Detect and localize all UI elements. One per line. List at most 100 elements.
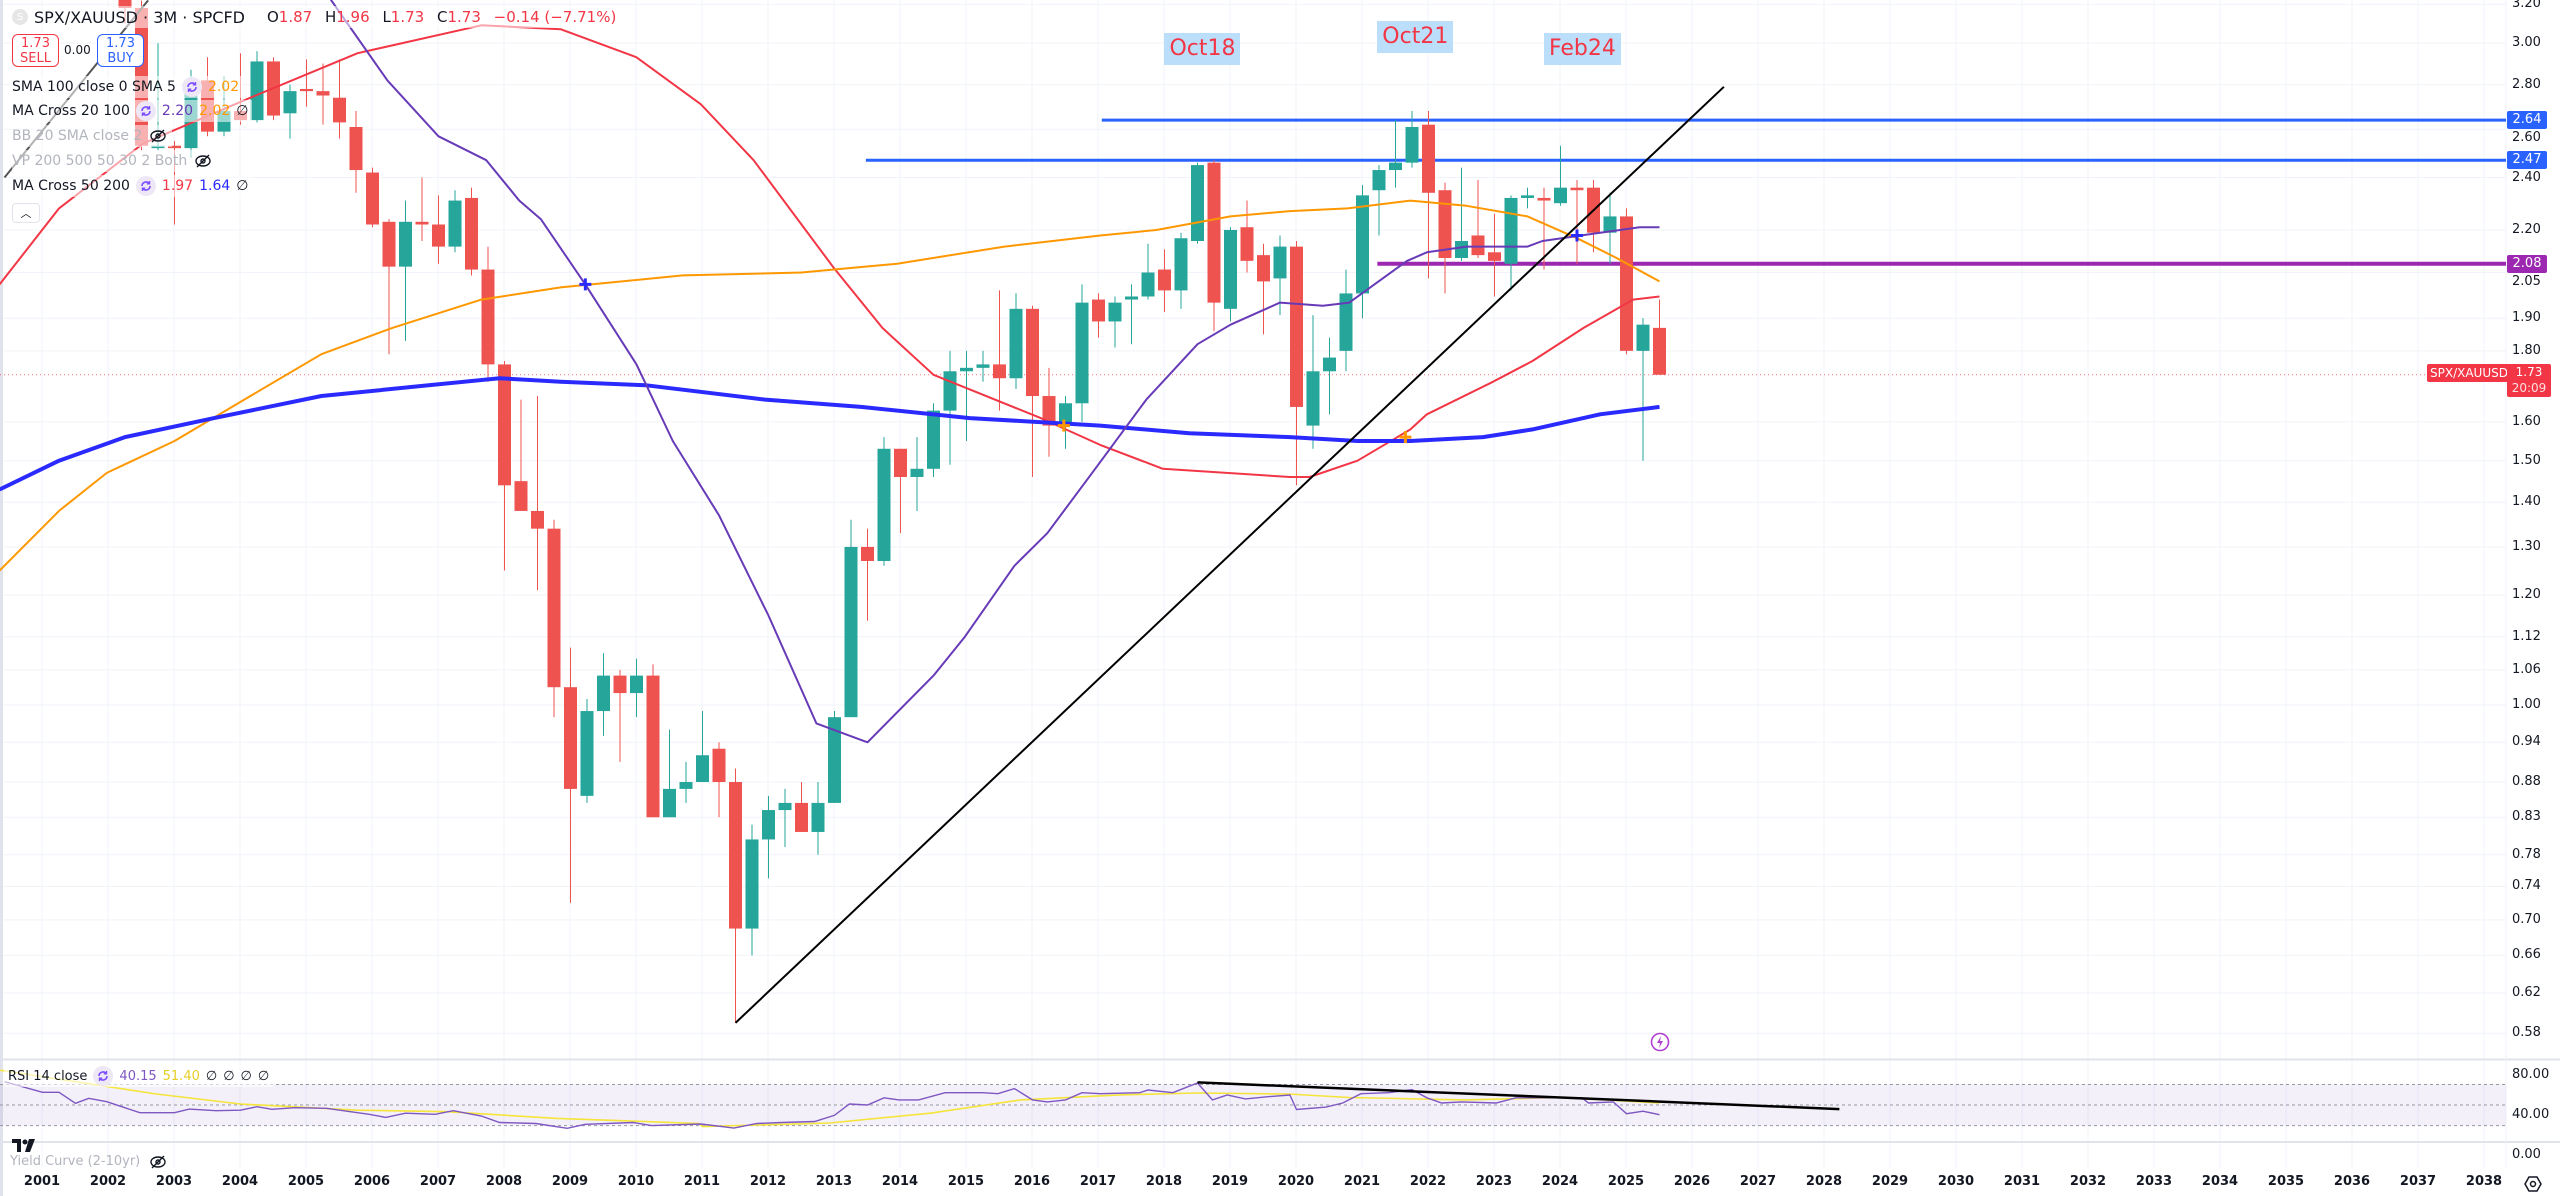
candle-body [960, 367, 973, 372]
symbol-title[interactable]: SPX/XAUUSD · 3M · SPCFD [34, 7, 245, 27]
time-axis-tick: 2029 [1871, 1174, 1909, 1189]
time-axis-tick: 2008 [485, 1174, 523, 1189]
candle-body [580, 711, 594, 796]
candle-body [1323, 357, 1336, 372]
candle-body [1125, 296, 1138, 300]
time-axis-tick: 2035 [2267, 1174, 2305, 1189]
price-axis-tick: 2.80 [2512, 76, 2541, 92]
sell-button[interactable]: 1.73 SELL [12, 34, 59, 67]
time-axis-tick: 2038 [2465, 1174, 2503, 1189]
candle-body [564, 687, 577, 789]
time-axis-tick: 2036 [2333, 1174, 2371, 1189]
eye-off-icon[interactable] [148, 128, 168, 144]
symbol-logo-icon: S [12, 9, 28, 25]
candle-body [877, 448, 891, 561]
candle-body [1042, 396, 1056, 426]
time-axis-tick: 2027 [1739, 1174, 1777, 1189]
candle-body [1537, 197, 1551, 201]
indicator-name: VP 200 500 50 30 2 Both [12, 153, 188, 169]
rsi-extra-value: ∅ [240, 1068, 252, 1084]
text-annotation[interactable]: Feb24 [1543, 33, 1621, 66]
candle-body [1405, 126, 1419, 163]
chevron-up-icon: ︿ [20, 207, 32, 220]
time-axis-tick: 2023 [1475, 1174, 1513, 1189]
cross-marker [579, 278, 592, 291]
text-annotation[interactable]: Oct18 [1164, 33, 1241, 66]
left-edge [0, 0, 3, 1196]
time-axis-tick: 2014 [881, 1174, 919, 1189]
time-axis-tick: 2006 [353, 1174, 391, 1189]
candle-body [597, 675, 610, 712]
candle-body [349, 126, 363, 171]
close-label: C [436, 8, 448, 26]
text-annotation[interactable]: Oct21 [1377, 21, 1454, 54]
price-axis-tick: 1.90 [2512, 310, 2541, 326]
candle-body [1570, 187, 1584, 191]
indicator-legend-row[interactable]: SMA 100 close 0 SMA 5 2.02 [12, 76, 244, 98]
change-value: −0.14 (−7.71%) [493, 8, 617, 26]
rsi-legend[interactable]: RSI 14 close 40.15 51.40 ∅ ∅ ∅ ∅ [4, 1065, 274, 1087]
yield-axis-tick: 0.00 [2512, 1147, 2541, 1162]
eye-off-icon[interactable] [193, 153, 213, 169]
indicator-legend-row[interactable]: MA Cross 50 200 1.97 1.64 ∅ [12, 175, 253, 197]
price-axis-tick: 0.94 [2512, 734, 2541, 750]
price-axis-tick: 2.40 [2512, 170, 2541, 186]
cycle-icon[interactable] [181, 77, 202, 97]
candle-body [861, 546, 874, 561]
cycle-icon[interactable] [135, 101, 156, 121]
price-axis-tick: 0.58 [2512, 1025, 2541, 1041]
indicator-legend-row[interactable]: MA Cross 20 100 2.20 2.02 ∅ [12, 100, 253, 122]
candle-body [745, 839, 759, 929]
price-axis-tick: 1.06 [2512, 661, 2541, 677]
candle-body [250, 61, 264, 121]
yield-curve-legend[interactable]: Yield Curve (2-10yr) [10, 1154, 168, 1170]
candle-body [679, 782, 693, 789]
candle-body [547, 528, 561, 688]
price-axis-tick: 0.62 [2512, 985, 2541, 1001]
ohlc-values: O1.87 H1.96 L1.73 C1.73 −0.14 (−7.71%) [259, 8, 616, 26]
rsi-value: 40.15 [119, 1068, 157, 1084]
price-axis-tick: 1.00 [2512, 697, 2541, 712]
indicator-value: 2.20 [161, 103, 194, 119]
indicator-legend-row[interactable]: VP 200 500 50 30 2 Both [12, 150, 218, 172]
cycle-icon[interactable] [93, 1066, 114, 1086]
candle-body [894, 448, 907, 477]
bar-countdown: 20:09 [2511, 381, 2547, 395]
candle-body [1174, 238, 1188, 291]
series-line-ma-50 [0, 24, 1660, 478]
low-label: L [382, 8, 391, 26]
price-axis-tick: 1.12 [2512, 628, 2541, 644]
time-axis-tick: 2002 [89, 1174, 127, 1189]
candle-body [1092, 299, 1105, 322]
time-axis-tick: 2001 [23, 1174, 61, 1189]
level-price-label: 2.47 [2507, 151, 2547, 170]
candle-body [828, 717, 841, 803]
collapse-legend-button[interactable]: ︿ [12, 203, 40, 223]
price-axis-tick: 0.78 [2512, 846, 2541, 862]
settings-icon[interactable] [2524, 1175, 2542, 1193]
price-axis-tick: 2.20 [2512, 221, 2541, 237]
price-axis-tick: 3.20 [2512, 0, 2541, 12]
candle-body [1290, 246, 1303, 407]
symbol-header[interactable]: S SPX/XAUUSD · 3M · SPCFD O1.87 H1.96 L1… [12, 6, 621, 28]
time-axis-tick: 2021 [1343, 1174, 1381, 1189]
rsi-lines [0, 1069, 1840, 1130]
candle-body [1620, 216, 1633, 351]
candle-body [976, 364, 990, 368]
indicator-value: ∅ [236, 178, 249, 194]
cross-marker [1399, 431, 1412, 444]
rsi-extra-value: ∅ [223, 1068, 235, 1084]
price-axis-tick: 1.30 [2512, 538, 2541, 554]
lightning-icon[interactable] [1650, 1032, 1670, 1052]
candle-body [729, 782, 742, 929]
time-axis-tick: 2012 [749, 1174, 787, 1189]
indicator-legend-row[interactable]: BB 20 SMA close 2 [12, 125, 173, 147]
eye-off-icon[interactable] [148, 1154, 168, 1170]
candle-body [498, 364, 511, 486]
candle-body [1356, 195, 1369, 294]
candle-body [333, 97, 346, 123]
candle-body [1108, 302, 1122, 322]
cycle-icon[interactable] [135, 176, 156, 196]
buy-button[interactable]: 1.73 BUY [97, 34, 144, 67]
